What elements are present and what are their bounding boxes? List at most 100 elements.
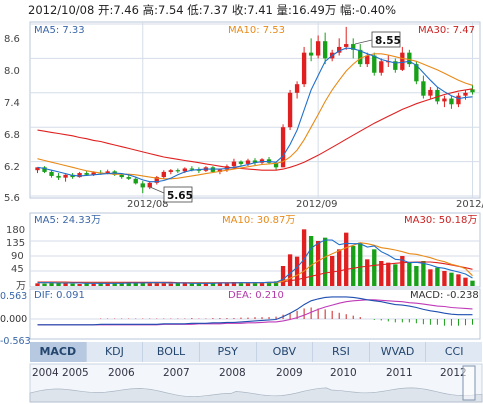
volume-panel[interactable]: 180 135 90 45 万 MA5: 24.33万 MA10: 30.87万… [6, 212, 481, 292]
volume-bar [414, 266, 419, 286]
volume-bar [63, 283, 68, 286]
price-ma-lines [37, 47, 473, 183]
volume-bar [210, 282, 216, 286]
volume-bar [161, 283, 166, 286]
candle-body [337, 46, 342, 53]
volume-bar [287, 254, 293, 286]
candle-body [231, 161, 237, 167]
price-y-axis: 8.6 8.0 7.4 6.8 6.2 5.6 [4, 34, 20, 204]
volume-bar [182, 283, 188, 286]
price-ytick: 8.0 [4, 66, 20, 77]
candle-body [273, 162, 279, 168]
tab-macd[interactable]: MACD [30, 342, 87, 362]
candle-body [119, 174, 124, 178]
price-panel[interactable]: 8.6 8.0 7.4 6.8 6.2 5.6 2012/08 2012/09 … [4, 21, 483, 210]
volume-bar [231, 282, 237, 286]
volume-bar [266, 282, 272, 286]
high-callout-box [371, 31, 401, 48]
volume-bar [365, 259, 370, 286]
low-callout-box [163, 186, 193, 203]
volume-bar [98, 283, 103, 286]
candle-body [147, 182, 152, 188]
timeline-year: 2006 [108, 367, 135, 379]
macd-ytick: -0.563 [0, 336, 31, 347]
volume-bar [147, 283, 152, 286]
tab-obv[interactable]: OBV [257, 342, 314, 362]
volume-bar [400, 256, 405, 286]
candle-body [35, 167, 40, 171]
candle-body [133, 178, 138, 184]
volume-ma10-label: MA10: 30.87万 [222, 215, 295, 226]
candle-body [56, 175, 61, 178]
volume-bar [393, 264, 398, 286]
tab-kdj[interactable]: KDJ [87, 342, 144, 362]
candle-body [442, 98, 447, 102]
volume-bar [315, 241, 321, 286]
timeline-navigator[interactable]: 2004 2005 2006 2007 2008 2009 2010 2011 … [29, 363, 483, 403]
candle-body [175, 170, 181, 172]
candle-body [351, 44, 356, 50]
timeline-range-handle[interactable] [462, 365, 476, 401]
volume-bar [322, 237, 328, 286]
change-label: 幅: [339, 3, 356, 17]
volume-bar [35, 283, 40, 286]
candle-body [91, 172, 96, 175]
volume-bar [358, 242, 363, 286]
tab-rsi[interactable]: RSI [313, 342, 370, 362]
volume-bar [442, 271, 447, 286]
volume-bar [203, 283, 209, 286]
macd-panel[interactable]: 0.563 0.000 -0.563 DIF: 0.091 DEA: 0.210… [0, 288, 481, 347]
tab-psy[interactable]: PSY [200, 342, 257, 362]
candle-body [189, 168, 195, 170]
tab-cci[interactable]: CCI [444, 345, 464, 358]
candle-body [287, 92, 293, 128]
volume-bar [379, 261, 384, 286]
price-xtick: 2012/09 [296, 199, 338, 210]
tab-wvad[interactable]: WVAD [370, 342, 427, 362]
volume-bar [308, 236, 314, 286]
price-panel-frame [29, 21, 481, 199]
volume-bar [217, 283, 223, 286]
volume-bar [372, 249, 377, 286]
volume-bar [470, 280, 475, 286]
candle-body [358, 49, 363, 65]
timeline-year: 2009 [276, 367, 303, 379]
candle-body [463, 92, 468, 96]
volume-bar [301, 229, 307, 286]
volume-bar [280, 266, 286, 286]
timeline-year: 2008 [219, 367, 246, 379]
volume-label: 量: [276, 3, 292, 17]
macd-ytick: 0.000 [0, 314, 27, 325]
volume-grid [30, 240, 480, 272]
volume-ma30-label: MA30: 50.18万 [404, 215, 477, 226]
tab-boll[interactable]: BOLL [143, 342, 200, 362]
volume-bar [224, 283, 230, 286]
high-callout-text: 8.55 [375, 35, 401, 47]
high-value: 7.54 [157, 3, 184, 17]
timeline-year: 2012 [440, 367, 467, 379]
candle-body [421, 81, 426, 96]
candle-body [393, 61, 398, 70]
volume-bar [428, 269, 433, 286]
volume-bar [421, 261, 426, 286]
volume-bar [252, 282, 258, 286]
candle-body [365, 55, 370, 65]
candle-body [84, 173, 89, 175]
price-ytick: 8.6 [4, 34, 20, 45]
candle-body [224, 166, 230, 170]
volume-bar [105, 283, 110, 286]
candle-body [252, 160, 258, 163]
candle-body [379, 61, 384, 73]
volume-bars-group [35, 229, 475, 286]
timeline-year: 2005 [62, 367, 89, 379]
volume-bar [259, 282, 265, 286]
volume-panel-frame [29, 212, 481, 288]
indicator-tabs: MACD KDJ BOLL PSY OBV RSI WVAD CCI [30, 342, 482, 362]
dif-label: DIF: 0.091 [34, 290, 85, 301]
volume-ma5-line [37, 239, 473, 284]
candle-body [407, 52, 412, 65]
candle-body [161, 171, 166, 178]
macd-ytick: 0.563 [0, 291, 27, 302]
